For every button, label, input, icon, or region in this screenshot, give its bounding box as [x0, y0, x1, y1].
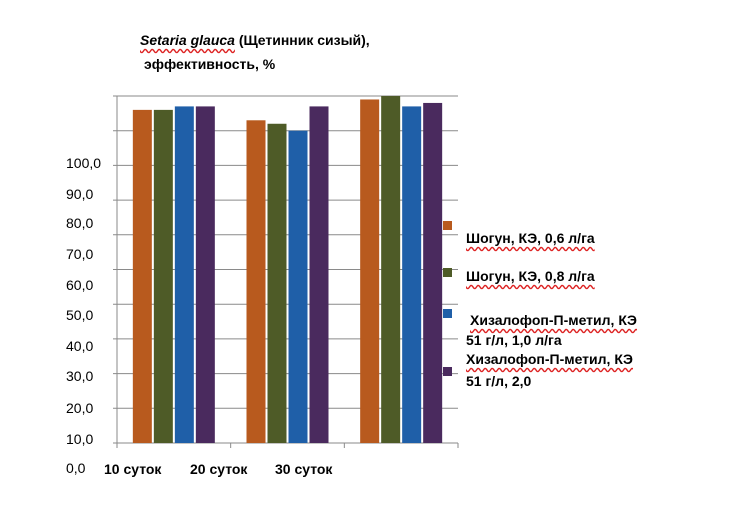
y-tick-label-50: 50,0 [66, 307, 94, 323]
x-tick-label-20-days: 20 суток [190, 461, 248, 477]
legend-label: Хизалофоп-П-метил, КЭ [466, 351, 633, 367]
legend-label-line2: 51 г/л, 2,0 [466, 373, 532, 389]
bar-series-2-cat-3 [381, 96, 401, 443]
bar-series-4-cat-2 [309, 106, 329, 443]
y-tick-label-30: 30,0 [66, 368, 94, 384]
bar-series-2-cat-2 [267, 123, 287, 443]
y-tick-label-100: 100,0 [66, 155, 102, 171]
y-tick-label-40: 40,0 [66, 338, 94, 354]
legend-swatch [443, 268, 452, 277]
title-species: Setaria glauca [140, 32, 235, 48]
legend-swatch [443, 367, 452, 376]
legend-label-line2: 51 г/л, 1,0 л/га [466, 332, 562, 348]
y-tick-label-70: 70,0 [66, 246, 94, 262]
bar-series-4-cat-3 [423, 102, 443, 443]
bar-series-2-cat-1 [153, 109, 173, 443]
y-tick-label-80: 80,0 [66, 215, 94, 231]
y-tick-label-60: 60,0 [66, 277, 94, 293]
title-line-1: Setaria glauca (Щетинник сизый), [140, 28, 370, 52]
y-tick-label-10: 10,0 [66, 431, 94, 447]
y-tick-label-90: 90,0 [66, 186, 94, 202]
legend-label: Шогун, КЭ, 0,8 л/га [466, 268, 595, 284]
x-tick-label-10-days: 10 суток [104, 461, 162, 477]
bar-series-3-cat-1 [174, 106, 194, 443]
legend-swatch [443, 221, 452, 230]
bar-series-3-cat-3 [402, 106, 422, 443]
legend-label: Шогун, КЭ, 0,6 л/га [466, 230, 595, 246]
legend-swatch [443, 309, 452, 318]
bar-series-1-cat-3 [360, 99, 380, 443]
title-common-name: (Щетинник сизый), [234, 32, 370, 48]
bar-series-4-cat-1 [195, 106, 215, 443]
bar-series-1-cat-1 [132, 109, 152, 443]
chart-subtitle: эффективность, % [144, 56, 276, 72]
y-tick-label-0: 0,0 [66, 460, 86, 476]
legend-label: Хизалофоп-П-метил, КЭ [470, 312, 637, 328]
y-tick-label-20: 20,0 [66, 400, 94, 416]
chart-title: Setaria glauca (Щетинник сизый), эффекти… [140, 28, 370, 76]
bar-series-3-cat-2 [288, 130, 308, 443]
x-tick-label-30-days: 30 суток [275, 461, 333, 477]
bar-series-1-cat-2 [246, 120, 266, 443]
